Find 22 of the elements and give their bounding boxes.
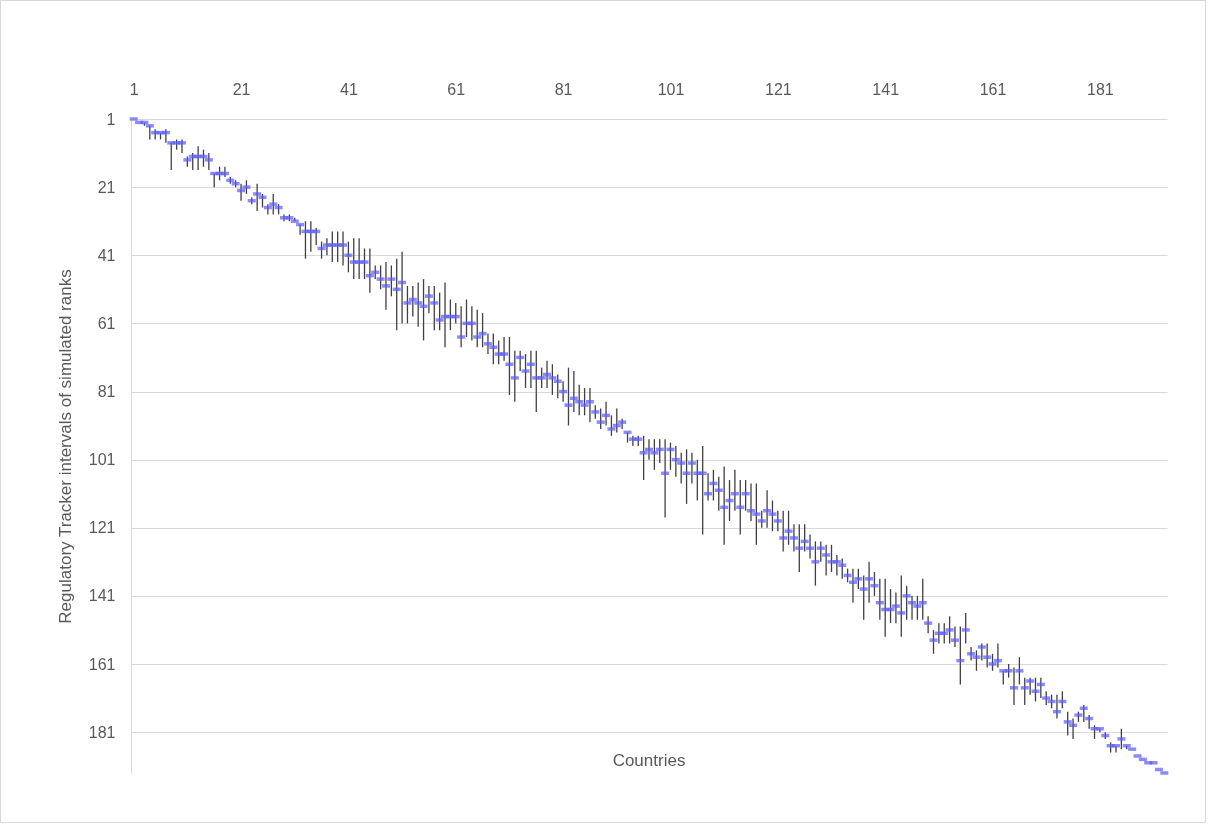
x-tick-label: 41 bbox=[340, 80, 358, 98]
y-tick-label: 61 bbox=[97, 314, 116, 332]
y-tick-label: 81 bbox=[97, 383, 116, 400]
x-tick-label: 61 bbox=[447, 80, 466, 98]
x-tick-label: 1 bbox=[129, 80, 139, 98]
x-tick-label: 121 bbox=[764, 80, 792, 98]
x-tick-label: 161 bbox=[979, 80, 1007, 98]
y-tick-label: 121 bbox=[88, 519, 116, 537]
y-tick-label: 181 bbox=[88, 723, 116, 741]
x-tick-label: 141 bbox=[872, 80, 900, 98]
x-tick-label: 101 bbox=[657, 80, 685, 98]
x-axis-title: Countries bbox=[612, 751, 686, 770]
x-tick-label: 81 bbox=[554, 80, 573, 98]
y-tick-label: 1 bbox=[106, 110, 116, 128]
y-axis-title: Regulatory Tracker intervals of simulated ranks bbox=[55, 269, 75, 624]
y-tick-label: 41 bbox=[97, 246, 116, 264]
y-tick-label: 21 bbox=[97, 178, 116, 196]
y-tick-label: 141 bbox=[88, 587, 116, 605]
y-tick-label: 101 bbox=[88, 451, 116, 469]
x-tick-label: 181 bbox=[1087, 80, 1114, 98]
y-tick-label: 161 bbox=[88, 655, 116, 673]
x-tick-label: 21 bbox=[232, 80, 251, 98]
